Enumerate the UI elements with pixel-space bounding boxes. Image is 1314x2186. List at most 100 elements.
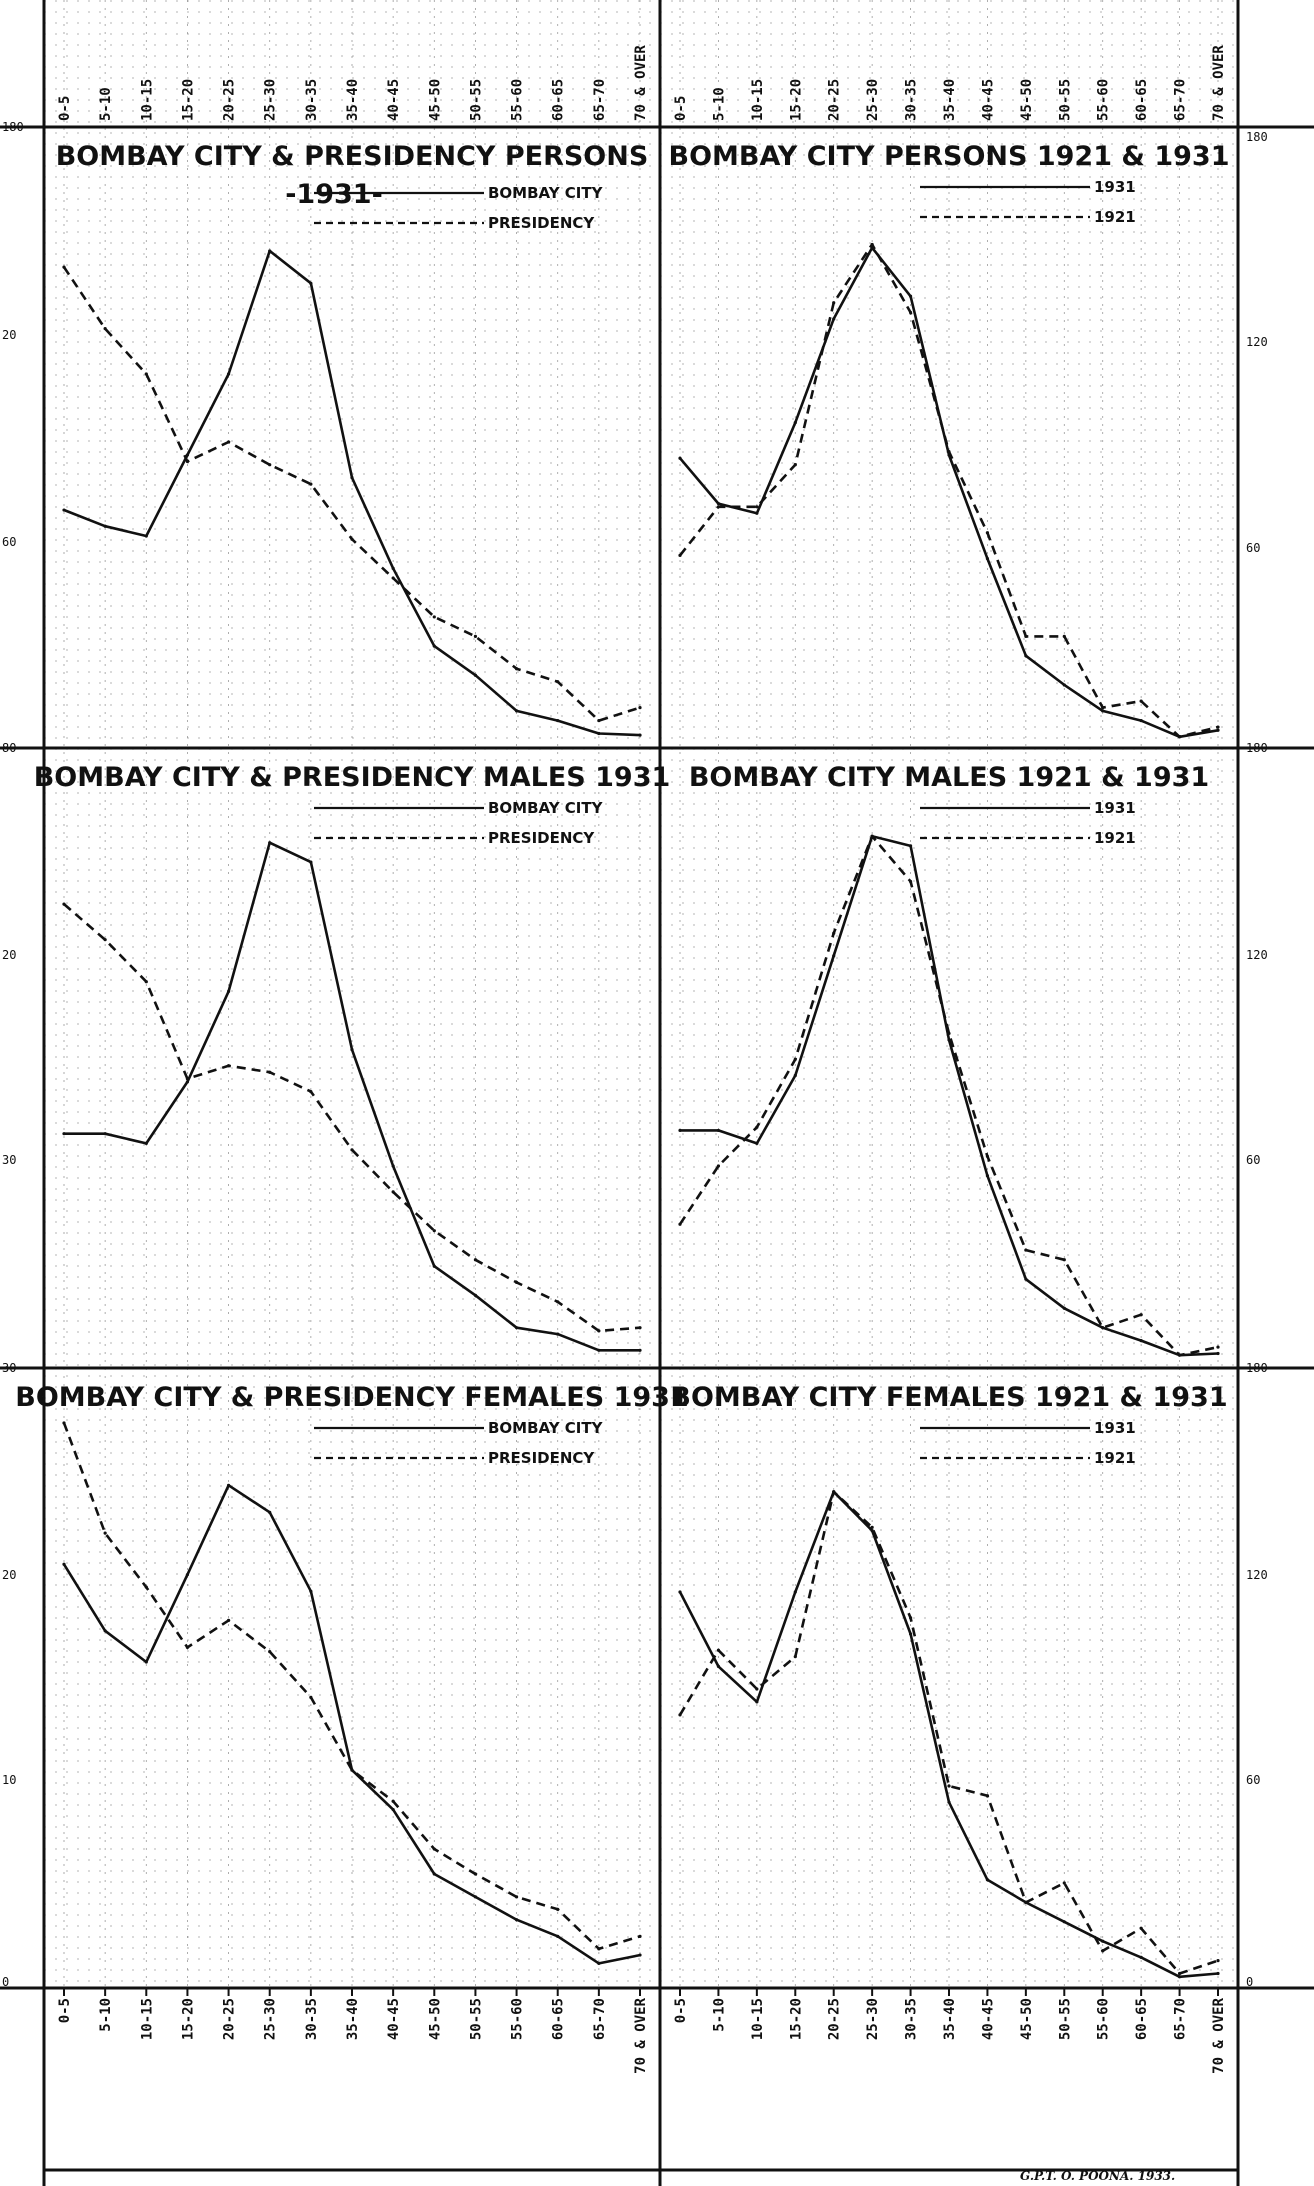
left-scale-label: 0 (2, 1975, 9, 1989)
legend-label: 1921 (1094, 1449, 1136, 1467)
bottom-age-tick-label: 10-15 (750, 1998, 766, 2040)
data-point (1216, 725, 1220, 729)
data-point (185, 1645, 190, 1650)
data-point (1139, 699, 1143, 703)
data-point (391, 1799, 395, 1803)
data-point (985, 1878, 990, 1882)
data-point (908, 844, 913, 848)
chart-panel-6: BOMBAY CITY FEMALES 1921 & 1931 1931 1921 (670, 1382, 1228, 1979)
top-age-tick-label: 70 & OVER (1211, 45, 1227, 121)
bottom-age-tick-label: 20-25 (222, 1998, 238, 2040)
data-point (144, 1660, 148, 1664)
top-age-tick-label: 10-15 (139, 79, 155, 121)
data-point (432, 1264, 436, 1268)
right-scale-label: 60 (1246, 1153, 1260, 1167)
bottom-age-tick-label: 0-5 (57, 1998, 73, 2023)
data-point (870, 242, 874, 247)
data-point (391, 1190, 395, 1194)
data-point (1139, 1339, 1143, 1343)
top-age-tick-label: 40-45 (386, 79, 402, 121)
data-point (597, 731, 601, 736)
data-point (1139, 1313, 1143, 1317)
data-point (1062, 1306, 1066, 1310)
data-point (62, 1562, 66, 1566)
data-point (268, 1510, 272, 1514)
data-point (103, 327, 107, 331)
data-point (1101, 1939, 1105, 1943)
legend-label: BOMBAY CITY (488, 184, 604, 202)
data-point (597, 1329, 601, 1333)
data-point (597, 1348, 601, 1352)
data-point (514, 1280, 519, 1284)
left-scale-label: 10 (2, 1773, 16, 1787)
data-point (1177, 1975, 1182, 1979)
data-point (473, 1293, 478, 1297)
data-point (1062, 1258, 1066, 1262)
bottom-age-tick-label: 55-60 (510, 1998, 526, 2040)
top-age-tick-label: 45-50 (427, 79, 443, 121)
top-age-tick-label: 70 & OVER (633, 45, 649, 121)
panel-title: BOMBAY CITY & PRESIDENCY MALES 1931 (34, 762, 671, 793)
left-scale-label: 20 (2, 328, 16, 342)
data-point (908, 1616, 913, 1620)
top-age-tick-label: 15-20 (180, 79, 196, 121)
data-point (185, 459, 190, 464)
data-point (638, 733, 642, 737)
data-point (793, 420, 797, 425)
data-point (1177, 735, 1182, 739)
bottom-age-tick-label: 50-55 (1057, 1998, 1073, 2040)
bottom-age-tick-label: 0-5 (673, 1998, 689, 2023)
bottom-age-tick-label: 70 & OVER (633, 1997, 649, 2073)
chart-panel-4: BOMBAY CITY MALES 1921 & 1931 1931 1921 (678, 762, 1220, 1357)
data-point (985, 557, 990, 561)
top-age-tick-label: 25-30 (263, 79, 279, 121)
data-point (832, 931, 836, 935)
data-point (638, 706, 642, 710)
top-age-tick-label: 55-60 (1096, 79, 1112, 121)
data-point (473, 1872, 478, 1876)
data-point (556, 1907, 560, 1911)
data-point (1216, 1971, 1220, 1976)
top-age-tick-label: 5-10 (711, 87, 727, 121)
left-scale-label: 180 (2, 120, 24, 134)
top-age-tick-label: 30-35 (304, 79, 320, 121)
data-point (473, 1895, 478, 1899)
data-point (226, 1618, 231, 1623)
data-point (62, 508, 66, 512)
data-point (103, 1629, 107, 1633)
legend-label: PRESIDENCY (488, 829, 595, 847)
bottom-age-tick-label: 5-10 (98, 1998, 114, 2032)
bottom-age-tick-label: 35-40 (345, 1998, 361, 2040)
data-point (514, 667, 519, 671)
bottom-age-tick-label: 60-65 (551, 1998, 567, 2040)
data-point (793, 1590, 797, 1594)
data-point (1216, 728, 1220, 732)
data-point (309, 1090, 313, 1094)
right-scale-label: 60 (1246, 1773, 1260, 1787)
data-point (144, 1585, 148, 1589)
bottom-age-tick-label: 25-30 (865, 1998, 881, 2040)
top-age-tick-label: 55-60 (510, 79, 526, 121)
top-age-tick-label: 20-25 (827, 79, 843, 121)
bottom-age-tick-label: 70 & OVER (1211, 1997, 1227, 2073)
data-point (908, 310, 913, 315)
data-point (62, 902, 66, 906)
top-age-tick-label: 40-45 (980, 79, 996, 121)
data-point (908, 294, 913, 298)
data-point (391, 1164, 395, 1168)
data-point (832, 301, 836, 305)
data-point (870, 834, 874, 838)
chart-panel-2: BOMBAY CITY PERSONS 1921 & 1931 1931 1921 (669, 141, 1229, 739)
data-point (309, 281, 313, 285)
data-point (1139, 718, 1143, 723)
data-point (144, 534, 148, 538)
bottom-age-tick-label: 55-60 (1096, 1998, 1112, 2040)
data-point (309, 482, 313, 486)
bottom-age-tick-label: 25-30 (263, 1998, 279, 2040)
data-point (755, 1141, 759, 1145)
data-point (514, 709, 519, 713)
data-point (1139, 1955, 1143, 1959)
data-point (556, 1332, 560, 1336)
top-age-tick-label: 30-35 (904, 79, 920, 121)
